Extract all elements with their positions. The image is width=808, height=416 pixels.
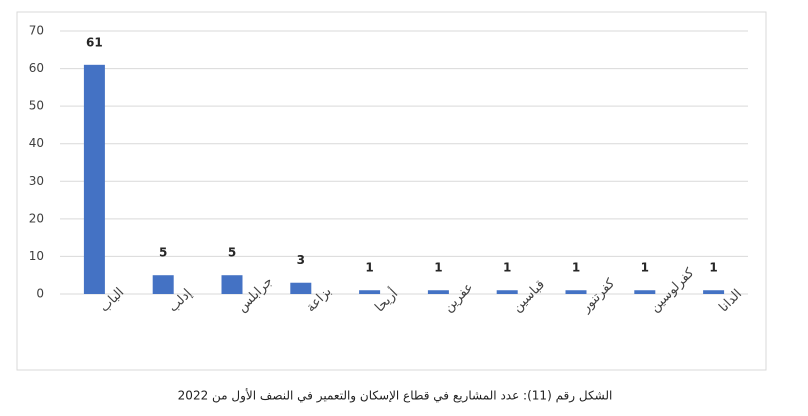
bar — [359, 290, 381, 294]
value-label: 1 — [572, 261, 580, 275]
y-tick-label: 30 — [29, 174, 44, 188]
value-label: 3 — [297, 253, 305, 267]
y-tick-label: 10 — [29, 249, 44, 263]
y-tick-label: 0 — [36, 287, 44, 301]
bar — [221, 275, 243, 294]
value-label: 61 — [86, 35, 103, 49]
y-tick-label: 40 — [29, 136, 44, 150]
y-tick-label: 50 — [29, 99, 44, 113]
value-label: 5 — [159, 246, 167, 260]
value-label: 1 — [641, 261, 649, 275]
bar — [634, 290, 656, 294]
chart-frame — [16, 11, 767, 371]
bar — [427, 290, 449, 294]
value-label: 1 — [434, 261, 442, 275]
y-tick-label: 20 — [29, 211, 44, 225]
value-label: 1 — [709, 261, 717, 275]
bar — [83, 64, 105, 294]
caption: الشكل رقم (11): عدد المشاريع في قطاع الإ… — [178, 388, 613, 404]
bar — [565, 290, 587, 294]
value-label: 1 — [503, 261, 511, 275]
bar — [703, 290, 725, 294]
bar — [152, 275, 174, 294]
value-label: 1 — [365, 261, 373, 275]
y-tick-label: 60 — [29, 61, 44, 75]
bar — [496, 290, 518, 294]
bar — [290, 282, 312, 294]
value-label: 5 — [228, 246, 236, 260]
y-tick-label: 70 — [29, 24, 44, 38]
